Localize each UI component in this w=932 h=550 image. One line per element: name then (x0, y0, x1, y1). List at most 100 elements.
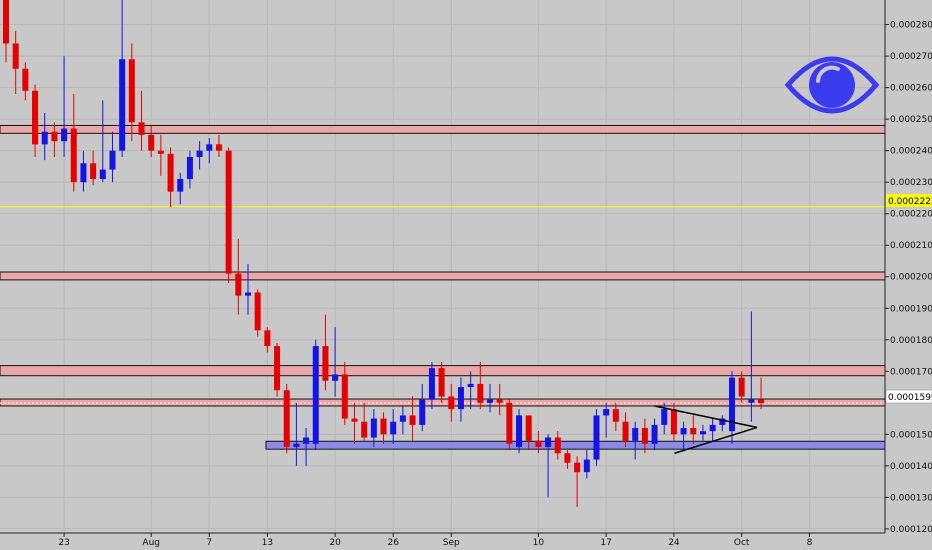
candle (361, 402, 368, 441)
candle-body (245, 292, 251, 296)
candle (370, 409, 377, 447)
candle-body (148, 134, 155, 151)
candle-body (709, 424, 716, 432)
candle (22, 62, 29, 101)
candle (438, 361, 445, 403)
candle (312, 339, 319, 451)
candle (138, 90, 145, 151)
resistance-zone (0, 271, 886, 281)
candle-body (119, 59, 126, 151)
x-tick-label: 7 (206, 538, 212, 548)
candle (496, 383, 503, 416)
candle-body (380, 418, 387, 435)
candle (322, 314, 329, 391)
candle (235, 238, 242, 315)
candle-body (525, 415, 532, 441)
candle-body (690, 428, 697, 435)
price-marker-lines (0, 206, 885, 404)
candle-body (583, 459, 590, 473)
candle-body (12, 43, 19, 69)
candle (274, 342, 281, 397)
candle (332, 327, 339, 397)
triangle-upper-line (654, 405, 758, 429)
candle-body (506, 402, 513, 444)
candle (699, 424, 706, 441)
candle (632, 421, 639, 460)
candle (399, 405, 406, 435)
candle (80, 150, 87, 192)
candle-body (564, 453, 571, 463)
x-tick-label: 13 (262, 538, 273, 548)
x-tick-label: Sep (443, 538, 460, 548)
candle (157, 134, 164, 176)
candle-body (293, 443, 300, 447)
candle-body (574, 462, 581, 473)
candle-body (22, 68, 29, 91)
resistance-zone (0, 124, 886, 134)
candle (457, 377, 464, 422)
candle-body (109, 150, 116, 170)
candle-body (496, 399, 503, 403)
candle (738, 371, 745, 403)
candle-body (428, 368, 435, 400)
candle-body (128, 59, 135, 123)
x-axis: 23 Aug 7 13 20 26 Sep 10 17 24 Oct 8 (0, 532, 885, 548)
candle (593, 409, 600, 466)
candle (651, 418, 658, 451)
candle (186, 150, 193, 189)
candle-body (719, 418, 726, 425)
x-tick-label: 20 (329, 538, 341, 548)
x-tick-label: 8 (807, 538, 813, 548)
candle (545, 434, 552, 498)
candle (719, 415, 726, 432)
candle (603, 402, 610, 438)
candle-body (332, 374, 339, 381)
candle (167, 147, 174, 208)
candle (525, 415, 532, 451)
candle-body (167, 153, 174, 192)
x-tick-label: Aug (142, 538, 160, 548)
candle (574, 456, 581, 507)
candle (564, 450, 571, 470)
candle-body (138, 122, 145, 135)
candle-body (225, 150, 232, 274)
candle-body (516, 415, 523, 447)
candle (390, 409, 397, 444)
marked-price-tag: 0.0002222 (886, 194, 932, 207)
candle (690, 415, 697, 444)
candle (729, 371, 735, 444)
candle (177, 172, 184, 205)
candle-body (274, 346, 281, 391)
x-tick-label: 10 (533, 538, 545, 548)
candle (3, 0, 9, 63)
candle-body (670, 409, 677, 435)
candle (293, 402, 300, 466)
candle-body (157, 150, 164, 154)
candle-body (622, 421, 629, 441)
candle (419, 383, 426, 432)
candle (448, 383, 455, 422)
candle-body (748, 399, 755, 403)
candle (748, 311, 755, 422)
candle (612, 402, 619, 432)
candle-body (99, 169, 106, 180)
x-tick-label: 23 (58, 538, 69, 548)
candle-body (419, 399, 426, 425)
candle-body (632, 428, 639, 441)
candle (32, 84, 39, 157)
candle-body (729, 377, 735, 432)
candle-body (41, 131, 48, 145)
candle-body (603, 409, 610, 416)
candle (758, 377, 765, 410)
candle-body (51, 131, 58, 142)
candle (622, 412, 629, 447)
candle-body (593, 415, 600, 460)
candle-body (70, 128, 77, 183)
candle-body (399, 415, 406, 422)
y-tick-label: 0.0001200 (890, 525, 932, 535)
